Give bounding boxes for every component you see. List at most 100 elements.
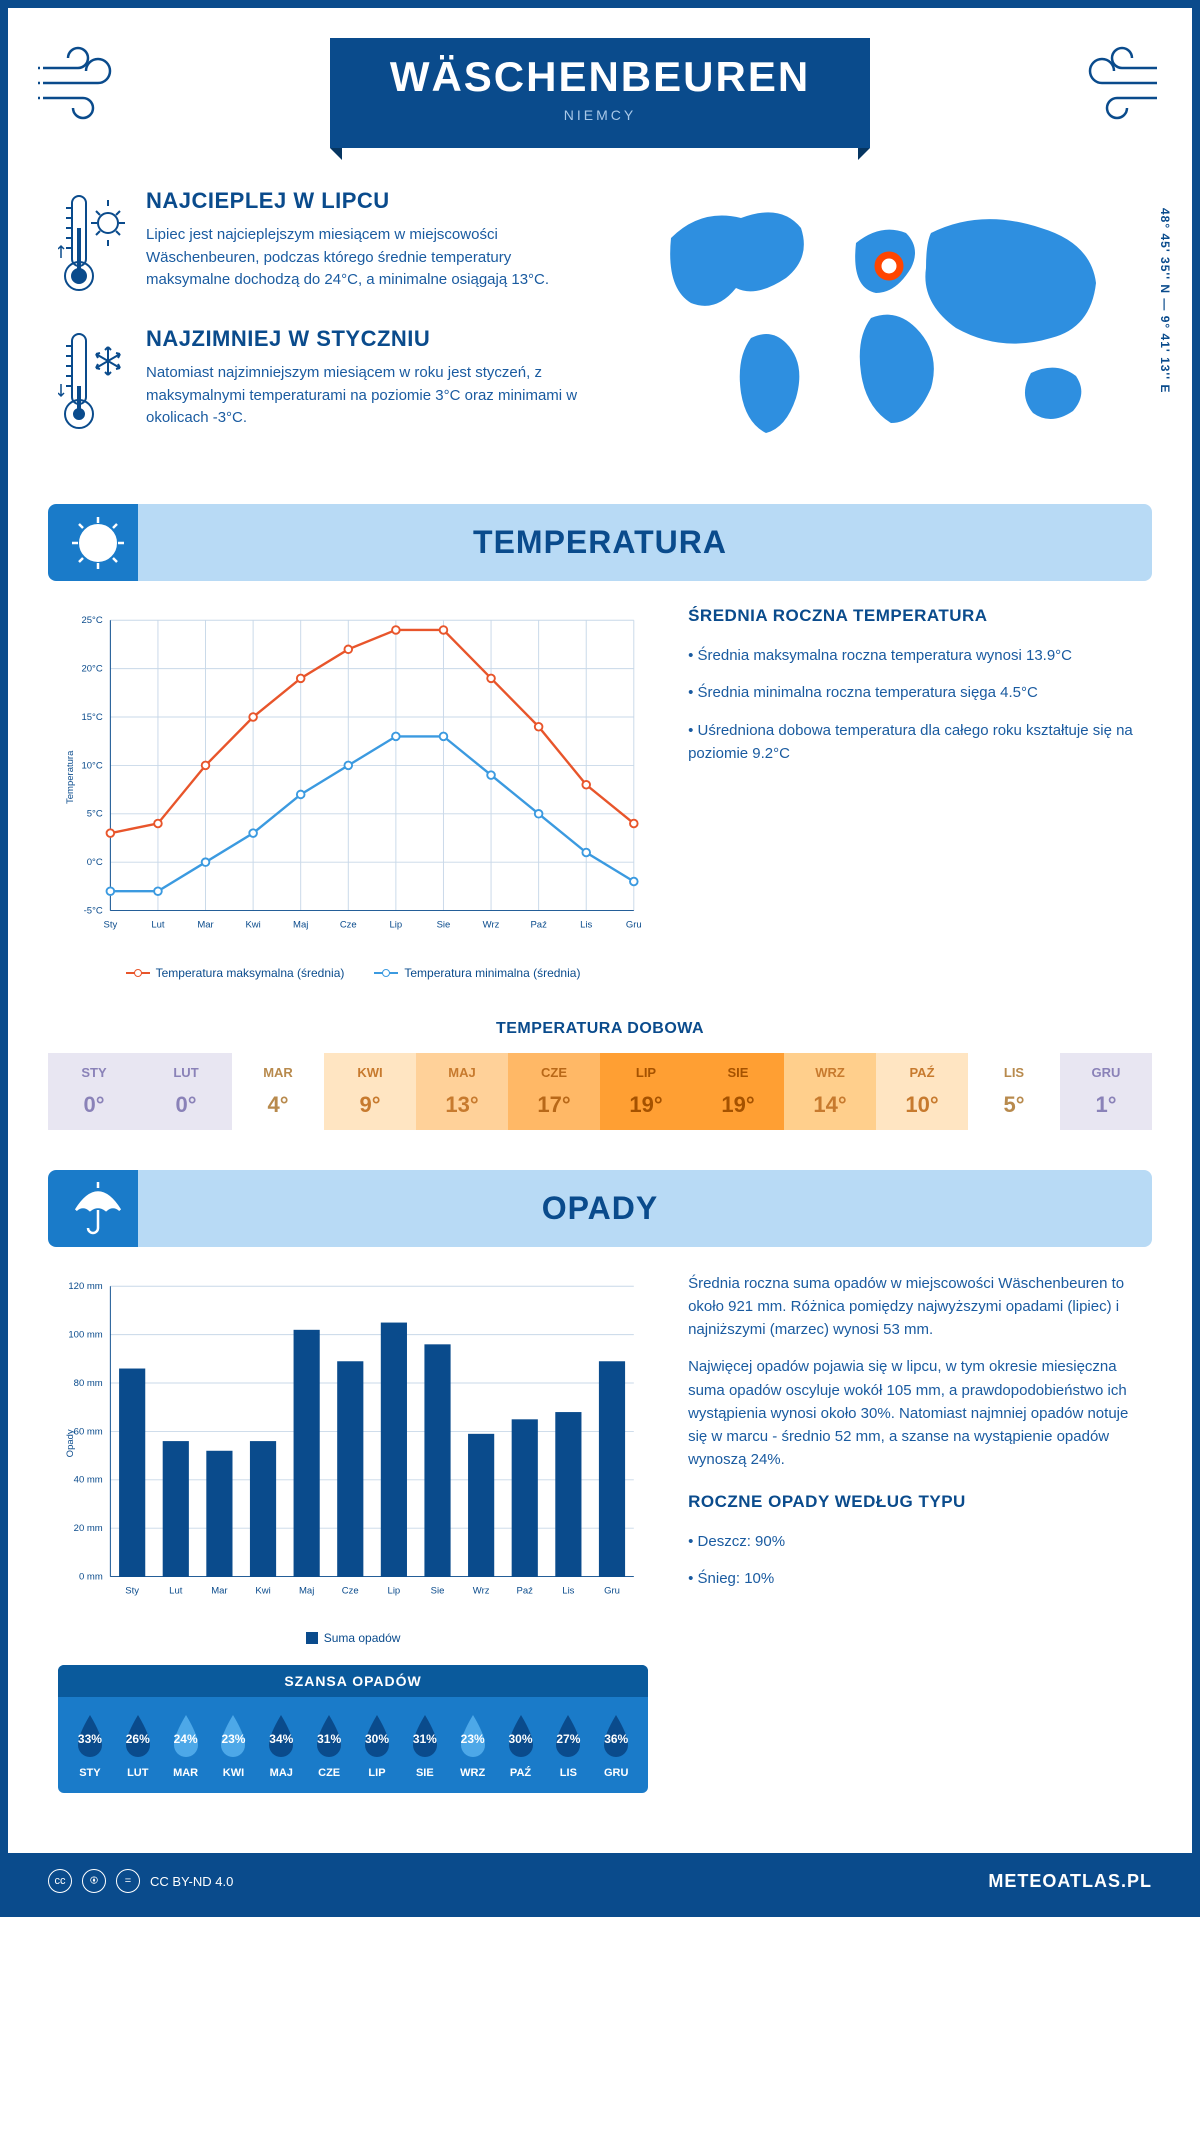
svg-text:Paź: Paź [517,1585,534,1596]
daily-month: LIS [972,1065,1056,1080]
license-text: CC BY-ND 4.0 [150,1874,233,1889]
svg-text:20 mm: 20 mm [74,1523,103,1534]
svg-text:-5°C: -5°C [84,905,103,916]
chance-value: 24% [174,1732,198,1746]
svg-text:Lut: Lut [151,920,165,931]
world-map-icon [620,188,1142,448]
footer: cc 🅯 = CC BY-ND 4.0 METEOATLAS.PL [8,1853,1192,1909]
chance-value: 23% [221,1732,245,1746]
precipitation-section-header: OPADY [48,1170,1152,1247]
chance-value: 30% [365,1732,389,1746]
drop-icon: 23% [453,1711,493,1761]
daily-month: PAŹ [880,1065,964,1080]
legend-min: Temperatura minimalna (średnia) [404,966,580,980]
daily-cell: LIS 5° [968,1053,1060,1130]
chance-cell: 34%MAJ [257,1711,305,1779]
daily-temp-title: TEMPERATURA DOBOWA [8,1020,1192,1038]
svg-text:Mar: Mar [211,1585,227,1596]
daily-cell: PAŹ10° [876,1053,968,1130]
precipitation-legend: Suma opadów [58,1631,648,1645]
chance-value: 31% [317,1732,341,1746]
svg-text:Maj: Maj [293,920,308,931]
chance-value: 26% [126,1732,150,1746]
svg-text:40 mm: 40 mm [74,1474,103,1485]
temperature-chart: -5°C0°C5°C10°C15°C20°C25°CStyLutMarKwiMa… [58,606,648,980]
daily-value: 1° [1064,1092,1148,1118]
daily-value: 0° [52,1092,136,1118]
svg-text:Maj: Maj [299,1585,314,1596]
daily-month: LIP [604,1065,688,1080]
drop-icon: 30% [357,1711,397,1761]
warmest-fact: NAJCIEPLEJ W LIPCU Lipiec jest najcieple… [58,188,580,298]
drop-icon: 31% [405,1711,445,1761]
coldest-text: Natomiast najzimniejszym miesiącem w rok… [146,362,580,430]
daily-value: 14° [788,1092,872,1118]
svg-text:60 mm: 60 mm [74,1426,103,1437]
daily-value: 9° [328,1092,412,1118]
precipitation-title: OPADY [68,1190,1132,1227]
coldest-title: NAJZIMNIEJ W STYCZNIU [146,326,580,352]
chance-cell: 26% LUT [114,1711,162,1779]
chance-month: LUT [114,1767,162,1779]
daily-cell: STY0° [48,1053,140,1130]
daily-month: SIE [696,1065,780,1080]
chance-value: 30% [509,1732,533,1746]
daily-value: 4° [236,1092,320,1118]
daily-month: LUT [144,1065,228,1080]
header-banner: WÄSCHENBEUREN NIEMCY [330,38,870,148]
precip-paragraph: Średnia roczna suma opadów w miejscowośc… [688,1272,1142,1342]
precipitation-chance: SZANSA OPADÓW 33%STY26%LUT24%MAR23%KWI34… [58,1665,648,1793]
svg-text:25°C: 25°C [82,615,103,626]
svg-text:Kwi: Kwi [255,1585,270,1596]
chance-month: STY [66,1767,114,1779]
precip-type-bullet: • Deszcz: 90% [688,1530,1142,1553]
precip-paragraph: Najwięcej opadów pojawia się w lipcu, w … [688,1355,1142,1471]
drop-icon: 27% [548,1711,588,1761]
svg-text:Sty: Sty [103,920,117,931]
chance-month: PAŹ [497,1767,545,1779]
daily-value: 19° [604,1092,688,1118]
svg-text:Gru: Gru [604,1585,620,1596]
chance-month: MAR [162,1767,210,1779]
svg-text:Cze: Cze [340,920,357,931]
daily-month: CZE [512,1065,596,1080]
daily-cell: MAR4° [232,1053,324,1130]
city-name: WÄSCHENBEUREN [390,53,810,101]
warmest-title: NAJCIEPLEJ W LIPCU [146,188,580,214]
svg-text:Wrz: Wrz [483,920,500,931]
daily-month: MAJ [420,1065,504,1080]
daily-value: 19° [696,1092,780,1118]
daily-cell: GRU 1° [1060,1053,1152,1130]
chance-cell: 24% MAR [162,1711,210,1779]
precip-type-bullet: • Śnieg: 10% [688,1567,1142,1590]
svg-text:Sty: Sty [125,1585,139,1596]
map-area: 48° 45' 35'' N — 9° 41' 13'' E [620,188,1142,464]
svg-text:Temperatura: Temperatura [65,750,76,804]
chance-month: WRZ [449,1767,497,1779]
daily-value: 5° [972,1092,1056,1118]
license: cc 🅯 = CC BY-ND 4.0 [48,1869,233,1893]
temp-bullet: • Uśredniona dobowa temperatura dla całe… [688,719,1142,766]
nd-icon: = [116,1869,140,1893]
chance-value: 31% [413,1732,437,1746]
chance-month: GRU [592,1767,640,1779]
chance-month: LIS [544,1767,592,1779]
svg-text:Lut: Lut [169,1585,183,1596]
wind-icon [38,43,138,123]
svg-text:Wrz: Wrz [473,1585,490,1596]
precipitation-chart: 0 mm20 mm40 mm60 mm80 mm100 mm120 mmStyL… [58,1272,648,1794]
svg-text:5°C: 5°C [87,809,103,820]
chance-cell: 33%STY [66,1711,114,1779]
sun-icon [68,513,128,573]
svg-text:0°C: 0°C [87,857,103,868]
chance-month: MAJ [257,1767,305,1779]
infographic-page: WÄSCHENBEUREN NIEMCY [0,0,1200,1917]
daily-cell: KWI9° [324,1053,416,1130]
daily-cell: CZE17° [508,1053,600,1130]
umbrella-icon [68,1178,128,1238]
coordinates: 48° 45' 35'' N — 9° 41' 13'' E [1158,208,1172,393]
svg-text:100 mm: 100 mm [68,1329,102,1340]
temperature-summary: ŚREDNIA ROCZNA TEMPERATURA • Średnia mak… [688,606,1142,980]
daily-month: GRU [1064,1065,1148,1080]
coldest-fact: NAJZIMNIEJ W STYCZNIU Natomiast najzimni… [58,326,580,436]
